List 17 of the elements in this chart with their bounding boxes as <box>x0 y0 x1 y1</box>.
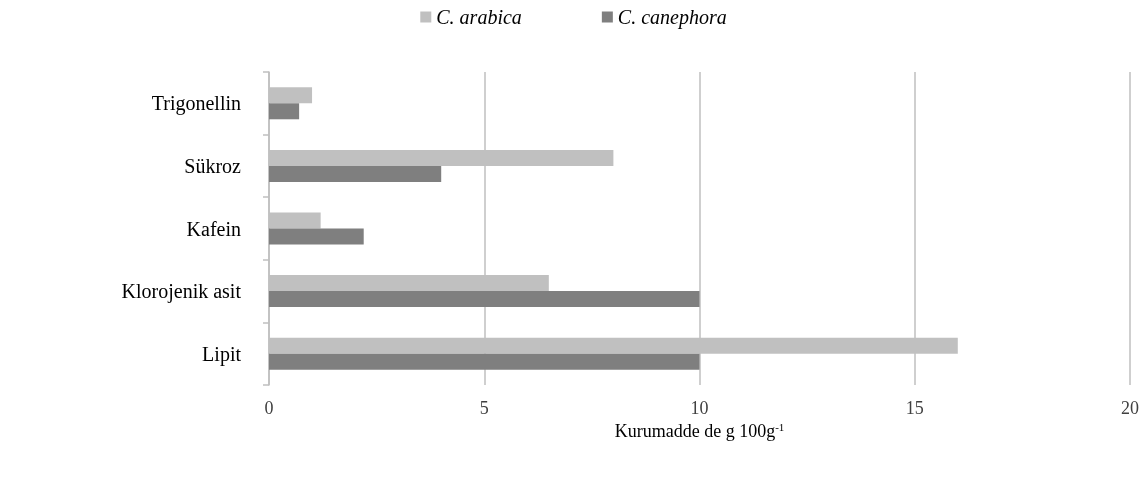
bar <box>269 165 442 182</box>
x-tick-label: 10 <box>690 398 709 418</box>
bar <box>269 103 300 120</box>
x-tick-label: 15 <box>905 398 924 418</box>
y-tick-label: Trigonellin <box>151 92 241 116</box>
legend-label: C. arabica <box>436 6 522 28</box>
y-tick-label: Klorojenik asit <box>121 280 242 304</box>
bar <box>269 353 700 370</box>
y-tick-label: Kafein <box>186 217 241 240</box>
x-tick-label: 0 <box>264 398 274 418</box>
x-tick-label: 5 <box>479 398 489 418</box>
x-tick-label: 20 <box>1121 398 1139 418</box>
bar <box>269 291 700 308</box>
y-tick-label: Lipit <box>202 342 242 366</box>
bar <box>269 228 364 245</box>
legend-label: C. canephora <box>617 6 727 29</box>
y-tick-label: Sükroz <box>184 154 242 177</box>
